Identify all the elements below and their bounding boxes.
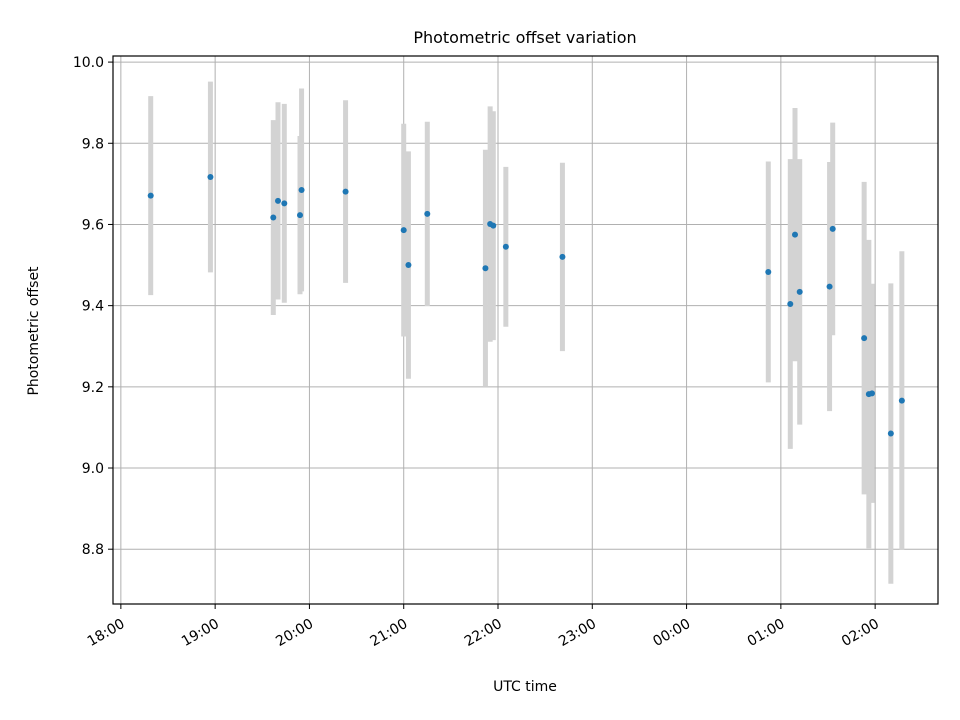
data-point [869,390,875,397]
data-point [297,212,303,219]
data-point [270,214,277,221]
y-tick-label: 9.4 [82,299,104,315]
data-point [207,173,214,180]
data-point [400,227,407,234]
y-tick-label: 9.2 [82,380,104,396]
data-points [147,173,905,437]
y-tick-label: 8.8 [82,542,104,558]
data-point [281,200,288,207]
data-point [861,335,868,342]
data-point [482,265,489,272]
data-point [787,301,794,308]
data-point [424,210,431,217]
y-axis-ticks: 8.8 9.0 9.2 9.4 9.6 9.8 10.0 [73,55,113,558]
data-point [765,268,772,275]
y-tick-label: 9.0 [82,461,104,477]
data-point [298,186,305,193]
data-point [147,192,154,199]
data-point [898,397,905,404]
plot-frame [112,55,939,605]
data-point [559,253,566,260]
data-point [490,222,497,229]
data-point [796,288,803,295]
chart-title: Photometric offset variation [413,28,636,47]
y-tick-label: 10.0 [73,55,104,71]
data-point [275,197,281,204]
data-point [792,231,798,238]
x-axis-label: UTC time [493,679,557,695]
data-point [887,430,894,437]
y-tick-label: 9.8 [82,136,104,152]
data-point [502,243,509,250]
data-point [829,225,836,232]
data-point [342,188,349,195]
y-tick-label: 9.6 [82,217,104,233]
y-axis-label: Photometric offset [26,266,42,396]
data-point [826,283,833,290]
data-point [405,262,412,269]
